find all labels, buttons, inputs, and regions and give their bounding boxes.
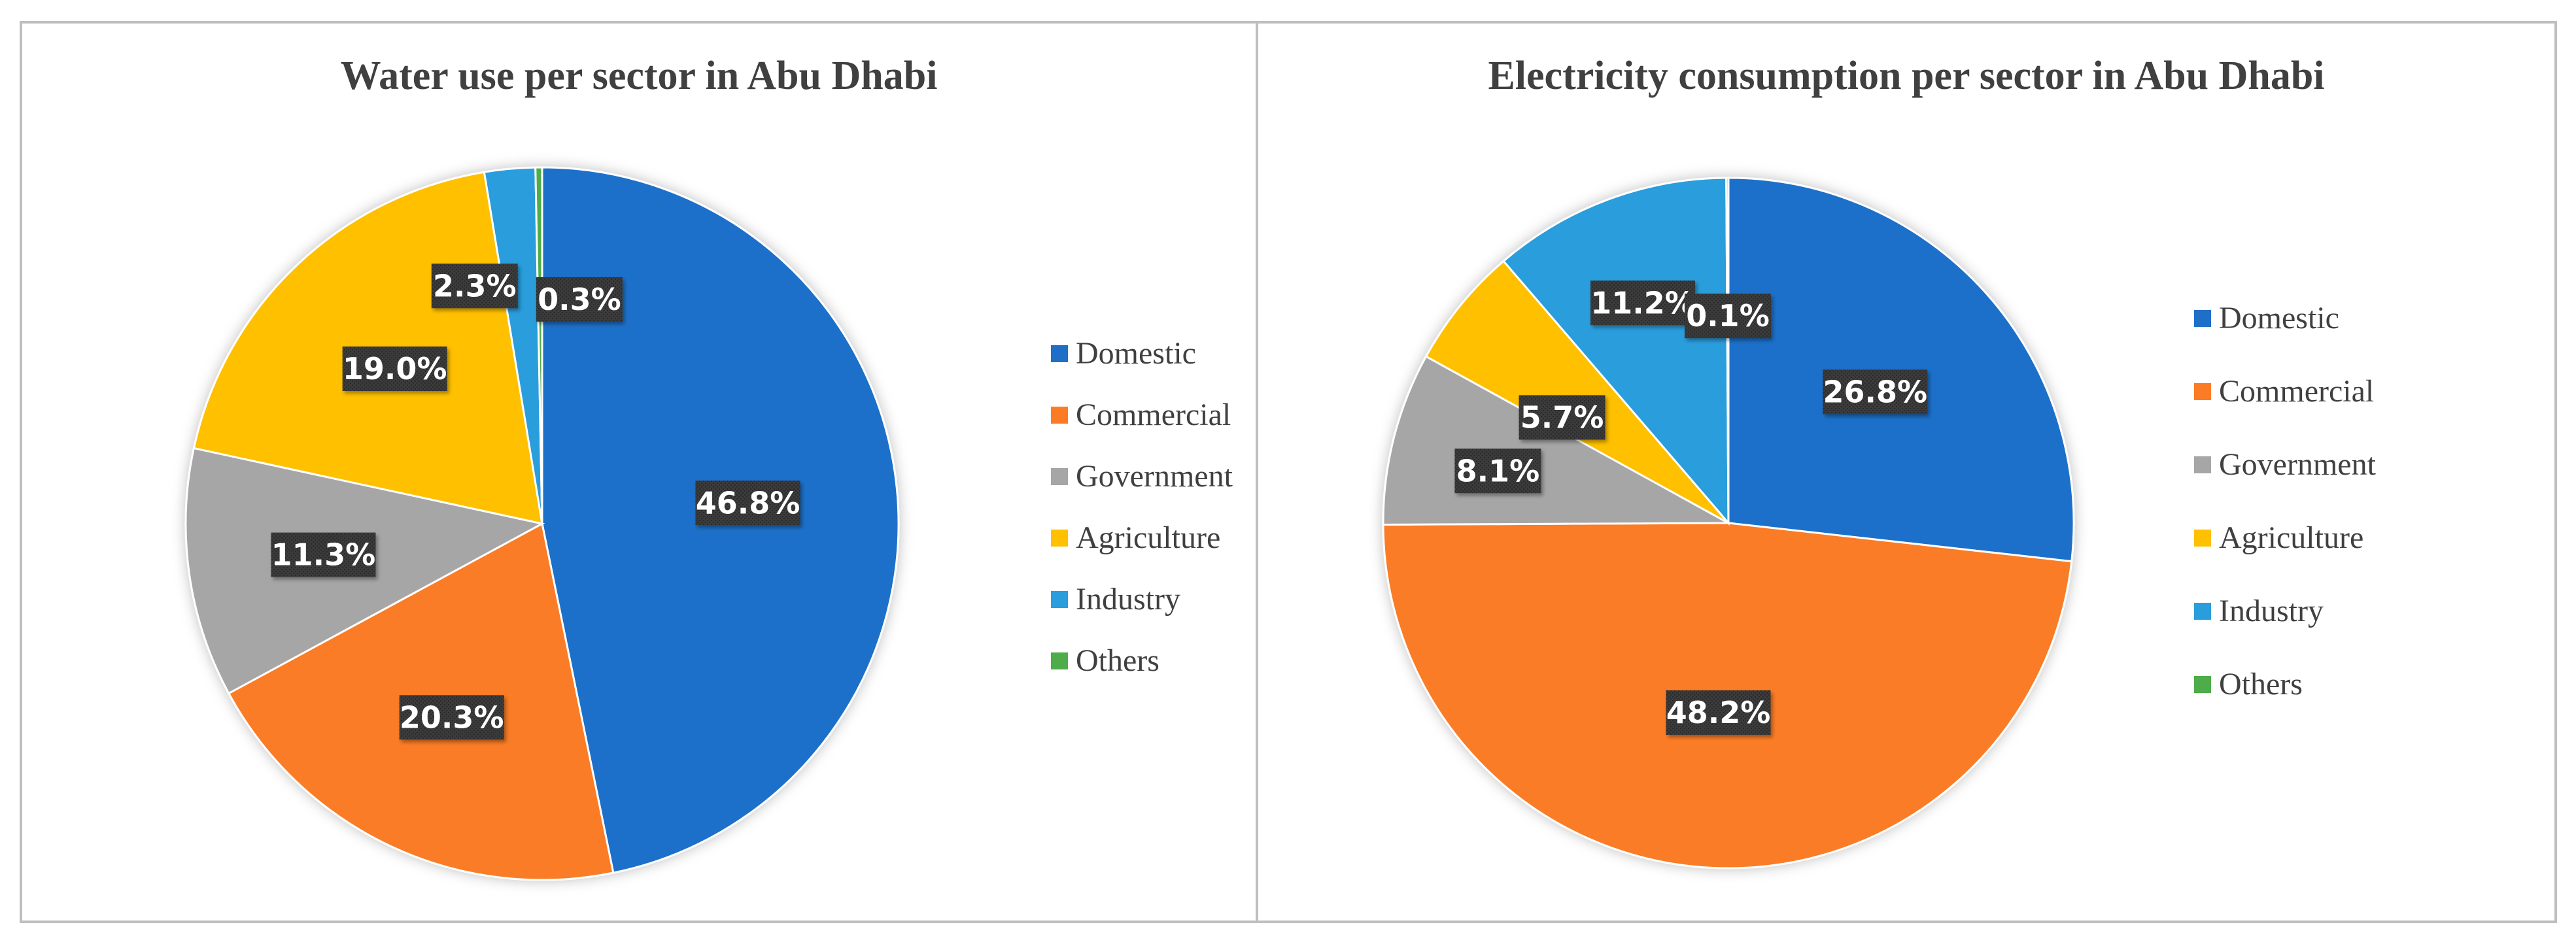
legend-label: Commercial — [2219, 374, 2374, 409]
legend: Domestic Commercial Government Agriculture I… — [1051, 336, 1233, 678]
legend-item-commercial: Commercial — [1051, 397, 1231, 432]
legend-swatch — [1051, 591, 1068, 608]
data-label-text: 5.7% — [1520, 399, 1604, 435]
legend-item-domestic: Domestic — [2194, 301, 2339, 335]
data-label-commercial: 20.3% — [399, 695, 504, 740]
data-label-box — [1823, 369, 1928, 414]
data-label-commercial: 48.2% — [1666, 690, 1771, 735]
water-chart-title: Water use per sector in Abu Dhabi — [340, 54, 938, 98]
data-label-text: 46.8% — [696, 485, 800, 520]
legend-label: Government — [2219, 447, 2377, 482]
data-label-text: 26.8% — [1823, 374, 1928, 409]
legend-label: Domestic — [2219, 301, 2339, 335]
legend-item-commercial: Commercial — [2194, 374, 2374, 409]
data-label-text: 0.3% — [538, 282, 621, 317]
legend-item-others: Others — [2194, 667, 2303, 701]
pie-slice-agriculture — [1424, 260, 1730, 524]
legend-swatch — [1051, 652, 1068, 669]
legend-swatch — [1051, 407, 1068, 424]
data-label-box — [1666, 690, 1771, 735]
legend-label: Industry — [1076, 582, 1180, 617]
pie-slices — [1382, 177, 2075, 870]
data-label-text: 11.3% — [271, 537, 376, 573]
legend-item-government: Government — [1051, 459, 1233, 494]
data-label-text: 48.2% — [1666, 695, 1771, 730]
data-label-domestic: 46.8% — [695, 481, 800, 526]
data-label-box — [1454, 448, 1541, 494]
data-label-box — [431, 263, 518, 309]
electricity-pie-chart: 26.8% 48.2% 8.1% 5.7% 11.2%0.1% Domestic Comme… — [1382, 177, 2377, 870]
pie-slice-others — [534, 166, 543, 524]
legend-label: Others — [1076, 643, 1159, 678]
data-label-text: 11.2% — [1590, 285, 1695, 320]
data-label-industry: 2.3% — [431, 263, 518, 309]
data-label-box — [1519, 395, 1606, 440]
data-labels: 26.8% 48.2% 8.1% 5.7% 11.2%0.1% — [1454, 280, 1928, 735]
legend-label: Industry — [2219, 594, 2324, 628]
legend-swatch — [2194, 383, 2211, 400]
data-label-box — [271, 532, 376, 577]
data-label-government: 11.3% — [271, 532, 376, 577]
legend-item-industry: Industry — [2194, 594, 2324, 628]
legend-item-agriculture: Agriculture — [2194, 520, 2363, 555]
data-label-text: 0.1% — [1686, 298, 1770, 333]
legend-swatch — [1051, 468, 1068, 485]
electricity-chart-panel: Electricity consumption per sector in Ab… — [1258, 24, 2554, 921]
data-label-box — [695, 481, 800, 526]
legend-label: Domestic — [1076, 336, 1196, 371]
data-label-text: 8.1% — [1456, 453, 1540, 488]
legend-item-others: Others — [1051, 643, 1159, 678]
pie-slice-domestic — [1727, 177, 2075, 563]
data-label-text: 2.3% — [433, 268, 517, 303]
legend-label: Commercial — [1076, 397, 1231, 432]
data-label-agriculture: 5.7% — [1519, 395, 1606, 440]
legend: Domestic Commercial Government Agriculture I… — [2194, 301, 2377, 701]
legend-swatch — [2194, 530, 2211, 547]
data-label-box — [399, 695, 504, 740]
legend-swatch — [2194, 310, 2211, 327]
data-label-others: 0.3% — [536, 277, 623, 322]
legend-swatch — [1051, 345, 1068, 362]
data-labels: 46.8% 20.3% 11.3% 19.0% 2.3% 0.3% — [271, 263, 800, 740]
data-label-agriculture: 19.0% — [342, 346, 447, 392]
data-label-government: 8.1% — [1454, 448, 1541, 494]
legend-label: Government — [1076, 459, 1233, 494]
legend-item-agriculture: Agriculture — [1051, 520, 1220, 555]
pie-slice-industry — [1502, 177, 1730, 526]
data-label-domestic: 26.8% — [1823, 369, 1928, 414]
data-label-text: 20.3% — [400, 700, 504, 735]
pie-slice-others — [1725, 177, 1730, 524]
legend-swatch — [2194, 603, 2211, 620]
electricity-chart-title: Electricity consumption per sector in Ab… — [1488, 54, 2325, 98]
water-chart-panel: Water use per sector in Abu Dhabi 46.8% 2… — [22, 24, 1258, 921]
data-label-others: 0.1% — [1685, 294, 1772, 339]
legend-swatch — [2194, 456, 2211, 473]
data-label-box — [342, 346, 447, 392]
water-pie-chart: 46.8% 20.3% 11.3% 19.0% 2.3% 0.3% Domestic Comm… — [184, 166, 1233, 881]
charts-container: Water use per sector in Abu Dhabi 46.8% 2… — [20, 21, 2557, 923]
legend-label: Agriculture — [2219, 520, 2363, 555]
legend-item-domestic: Domestic — [1051, 336, 1196, 371]
data-label-box — [1590, 280, 1696, 326]
legend-label: Others — [2219, 667, 2303, 701]
data-label-box — [1685, 294, 1772, 339]
legend-item-government: Government — [2194, 447, 2377, 482]
legend-item-industry: Industry — [1051, 582, 1180, 617]
legend-swatch — [2194, 676, 2211, 693]
legend-swatch — [1051, 530, 1068, 547]
data-label-box — [536, 277, 623, 322]
data-label-text: 19.0% — [343, 351, 447, 386]
data-label-industry: 11.2% — [1590, 280, 1696, 326]
legend-label: Agriculture — [1076, 520, 1220, 555]
